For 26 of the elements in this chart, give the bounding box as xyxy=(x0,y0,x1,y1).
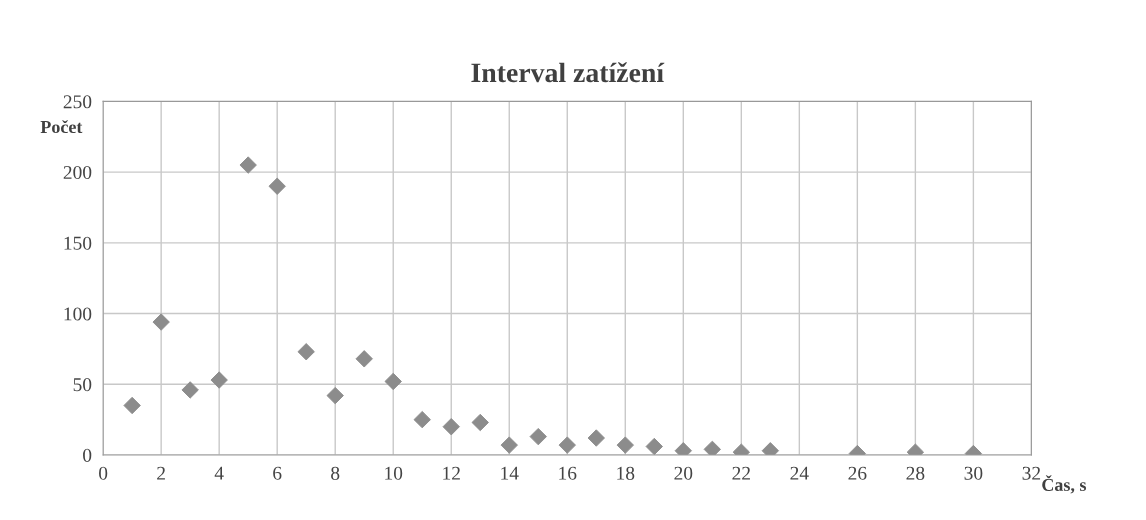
x-tick-label: 22 xyxy=(732,466,750,480)
x-tick-label: 8 xyxy=(331,466,340,480)
y-tick-label: 200 xyxy=(63,165,92,180)
y-tick-label: 0 xyxy=(83,448,92,462)
x-tick-label: 24 xyxy=(790,466,809,480)
x-tick-label: 6 xyxy=(273,466,282,480)
x-tick-label: 18 xyxy=(617,466,635,480)
y-tick-label: 100 xyxy=(64,307,92,321)
x-axis-title: Čas, s xyxy=(1042,475,1087,494)
x-tick-label: 12 xyxy=(443,466,460,480)
x-tick-label: 28 xyxy=(906,466,925,480)
x-tick-label: 16 xyxy=(559,466,577,480)
y-tick-label: 150 xyxy=(64,236,92,250)
y-tick-label: 250 xyxy=(63,95,92,109)
y-tick-label: 50 xyxy=(73,378,92,392)
x-tick-label: 20 xyxy=(674,466,693,480)
x-tick-label: 0 xyxy=(99,466,108,480)
chart-title: Interval zatížení xyxy=(471,62,665,83)
x-tick-label: 26 xyxy=(848,466,867,480)
x-tick-label: 14 xyxy=(501,466,519,480)
x-tick-label: 2 xyxy=(157,466,165,480)
x-tick-label: 10 xyxy=(385,466,403,480)
y-axis-title: Počet xyxy=(40,120,83,134)
x-tick-label: 4 xyxy=(214,466,224,480)
x-tick-label: 30 xyxy=(964,466,983,480)
x-tick-label: 32 xyxy=(1022,466,1041,480)
